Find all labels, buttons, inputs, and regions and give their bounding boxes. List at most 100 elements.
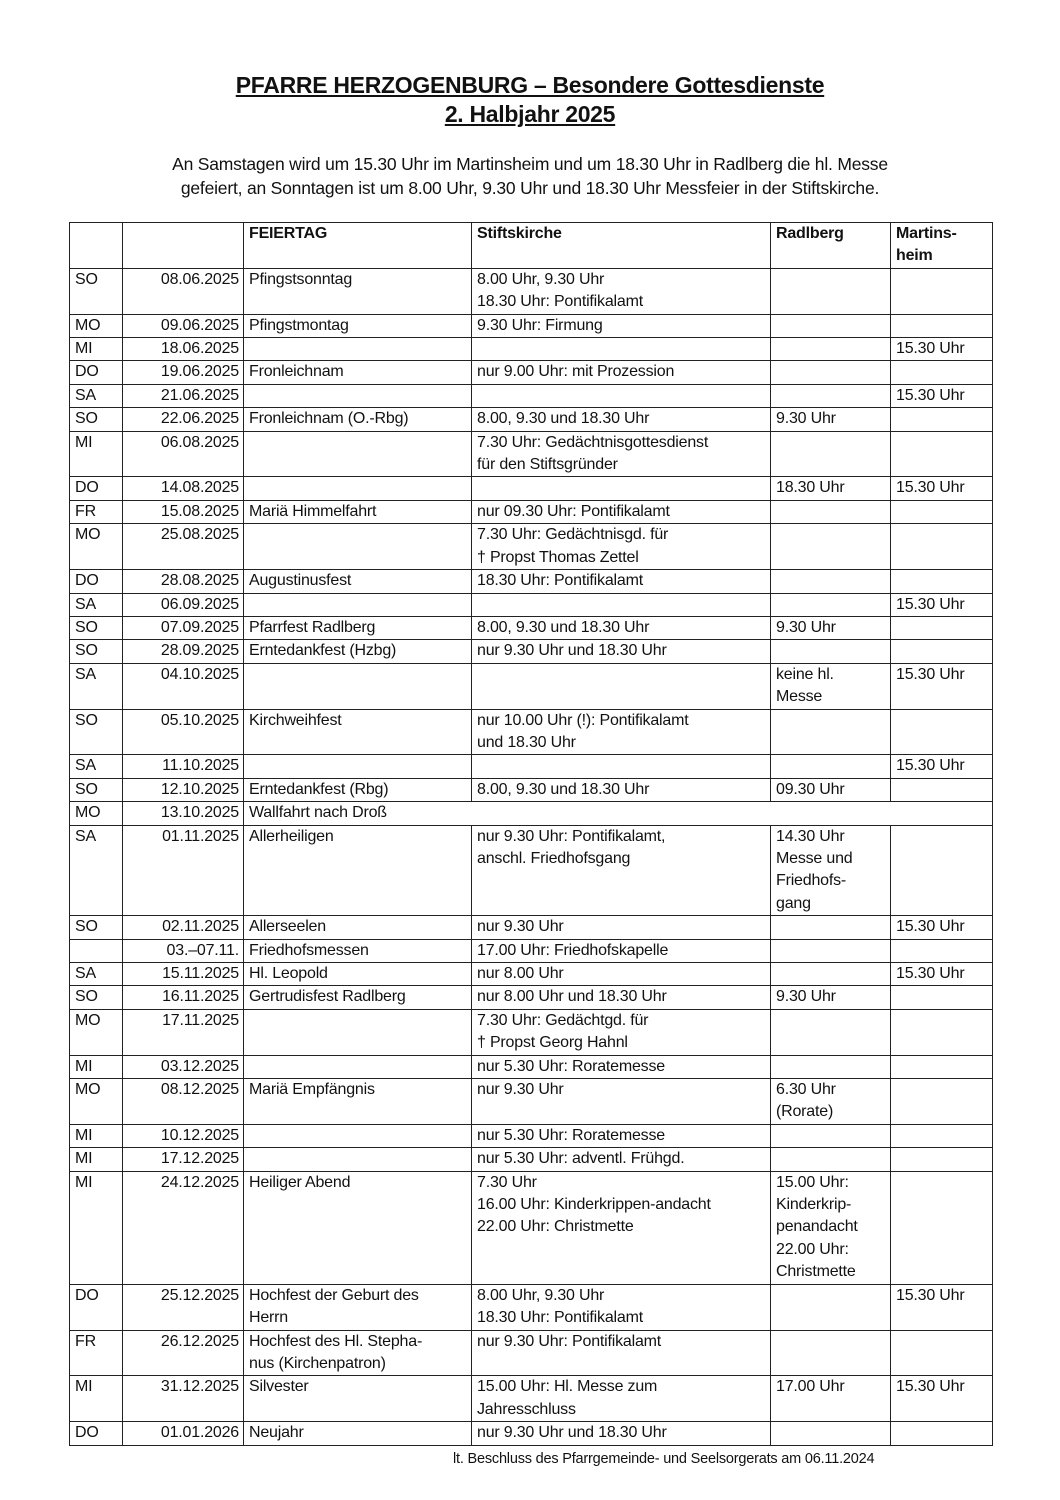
stiftskirche-cell: 15.00 Uhr: Hl. Messe zum Jahresschluss	[471, 1375, 771, 1423]
stiftskirche-cell: nur 09.30 Uhr: Pontifikalamt	[471, 499, 771, 525]
radlberg-cell: 17.00 Uhr	[770, 1375, 891, 1423]
date-cell: 25.08.2025	[122, 523, 244, 571]
stiftskirche-cell: nur 5.30 Uhr: adventl. Frühgd.	[471, 1147, 771, 1172]
martinsheim-cell	[890, 523, 993, 571]
date-cell: 15.08.2025	[122, 499, 244, 525]
feiertag-cell	[243, 592, 472, 617]
date-cell: 09.06.2025	[122, 313, 244, 339]
stiftskirche-cell: nur 9.30 Uhr	[471, 915, 771, 940]
feiertag-cell	[243, 1054, 472, 1080]
table-row: FR 15.08.2025 Mariä Himmelfahrt nur 09.30 U…	[69, 499, 993, 525]
martinsheim-cell	[890, 499, 993, 525]
radlberg-cell	[770, 938, 891, 964]
table-row: SO 02.11.2025 Allerseelen nur 9.30 Uhr 15.30…	[69, 915, 993, 940]
table-row: DO 25.12.2025 Hochfest der Geburt des Herr…	[69, 1283, 993, 1331]
martinsheim-cell	[890, 1008, 993, 1056]
day-cell: MI	[69, 1054, 123, 1080]
table-row: MI 18.06.2025 15.30 Uhr	[69, 337, 993, 362]
martinsheim-cell: 15.30 Uhr	[890, 1375, 993, 1423]
table-row: MI 06.08.2025 7.30 Uhr: Gedächtnisgottesdi…	[69, 430, 993, 478]
stiftskirche-cell: nur 9.30 Uhr: Pontifikalamt, anschl. Fri…	[471, 824, 771, 917]
stiftskirche-cell: 8.00, 9.30 und 18.30 Uhr	[471, 407, 771, 432]
martinsheim-cell	[890, 985, 993, 1010]
table-row: DO 28.08.2025 Augustinusfest 18.30 Uhr: Pon…	[69, 569, 993, 594]
feiertag-cell: Silvester	[243, 1375, 472, 1423]
feiertag-cell: Gertrudisfest Radlberg	[243, 985, 472, 1010]
martinsheim-cell	[890, 569, 993, 594]
date-cell: 16.11.2025	[122, 985, 244, 1010]
day-cell: MI	[69, 1147, 123, 1172]
martinsheim-cell	[890, 708, 993, 756]
radlberg-cell	[770, 1147, 891, 1172]
day-cell: SA	[69, 824, 123, 917]
day-cell: MI	[69, 1170, 123, 1285]
table-row: MO 08.12.2025 Mariä Empfängnis nur 9.30 Uhr…	[69, 1078, 993, 1125]
date-cell: 03.–07.11.	[122, 938, 244, 964]
table-row: MI 17.12.2025 nur 5.30 Uhr: adventl. Frühg…	[69, 1147, 993, 1172]
feiertag-cell: Friedhofsmessen	[243, 938, 472, 964]
martinsheim-cell	[890, 824, 993, 917]
date-cell: 21.06.2025	[122, 383, 244, 409]
stiftskirche-cell: 7.30 Uhr: Gedächtnisgottesdienst für den…	[471, 430, 771, 478]
day-cell: SA	[69, 662, 123, 710]
stiftskirche-cell: 9.30 Uhr: Firmung	[471, 313, 771, 339]
radlberg-cell	[770, 708, 891, 756]
table-row: SO 28.09.2025 Erntedankfest (Hzbg) nur 9.30…	[69, 639, 993, 664]
feiertag-cell	[243, 476, 472, 501]
feiertag-header: FEIERTAG	[243, 222, 472, 269]
stiftskirche-cell	[471, 592, 771, 617]
radlberg-cell	[770, 430, 891, 478]
table-row: MO 09.06.2025 Pfingstmontag 9.30 Uhr: Firmu…	[69, 313, 993, 339]
day-cell: SO	[69, 615, 123, 641]
date-cell: 24.12.2025	[122, 1170, 244, 1285]
content: FEIERTAG Stiftskirche Radlberg Martins- hei…	[69, 222, 993, 1468]
feiertag-cell: Hl. Leopold	[243, 961, 472, 987]
date-cell: 06.08.2025	[122, 430, 244, 478]
table-row: DO 01.01.2026 Neujahr nur 9.30 Uhr und 18.3…	[69, 1421, 993, 1446]
radlberg-cell	[770, 1283, 891, 1331]
date-cell: 06.09.2025	[122, 592, 244, 617]
day-cell: MO	[69, 523, 123, 571]
day-cell: SA	[69, 383, 123, 409]
date-cell: 28.08.2025	[122, 569, 244, 594]
footer-note: lt. Beschluss des Pfarrgemeinde- und See…	[453, 1450, 875, 1467]
martinsheim-cell	[890, 1123, 993, 1149]
radlberg-cell	[770, 961, 891, 987]
martinsheim-cell	[890, 407, 993, 432]
radlberg-cell	[770, 313, 891, 339]
radlberg-cell: 6.30 Uhr (Rorate)	[770, 1078, 891, 1125]
table-row: SO 07.09.2025 Pfarrfest Radlberg 8.00, 9.30…	[69, 615, 993, 641]
table-row: MO 17.11.2025 7.30 Uhr: Gedächtgd. für † P…	[69, 1008, 993, 1056]
radlberg-cell	[770, 1008, 891, 1056]
table-row: SA 21.06.2025 15.30 Uhr	[69, 383, 993, 409]
day-cell: DO	[69, 476, 123, 501]
day-cell: MI	[69, 337, 123, 362]
day-cell: MO	[69, 801, 123, 826]
stiftskirche-cell: nur 8.00 Uhr und 18.30 Uhr	[471, 985, 771, 1010]
stiftskirche-cell: nur 9.30 Uhr und 18.30 Uhr	[471, 1421, 771, 1446]
table-row: MO 25.08.2025 7.30 Uhr: Gedächtnisgd. für …	[69, 523, 993, 571]
feiertag-cell	[243, 430, 472, 478]
date-cell: 01.01.2026	[122, 1421, 244, 1446]
martinsheim-cell	[890, 615, 993, 641]
intro-text: An Samstagen wird um 15.30 Uhr im Martin…	[172, 154, 888, 198]
stiftskirche-cell: 8.00 Uhr, 9.30 Uhr 18.30 Uhr: Pontifikal…	[471, 267, 771, 315]
stiftskirche-cell: nur 8.00 Uhr	[471, 961, 771, 987]
martinsheim-cell: 15.30 Uhr	[890, 476, 993, 501]
date-cell: 11.10.2025	[122, 754, 244, 779]
day-cell: SA	[69, 592, 123, 617]
feiertag-cell: Augustinusfest	[243, 569, 472, 594]
feiertag-cell	[243, 337, 472, 362]
martinsheim-cell: 15.30 Uhr	[890, 383, 993, 409]
feiertag-cell: Wallfahrt nach Droß	[243, 801, 993, 826]
table-row: MI 31.12.2025 Silvester 15.00 Uhr: Hl. Mess…	[69, 1375, 993, 1423]
day-cell: MI	[69, 1375, 123, 1423]
stiftskirche-cell: nur 10.00 Uhr (!): Pontifikalamt und 18.…	[471, 708, 771, 756]
table-row: SA 11.10.2025 15.30 Uhr	[69, 754, 993, 779]
radlberg-cell	[770, 337, 891, 362]
feiertag-cell	[243, 1123, 472, 1149]
table-row: SA 15.11.2025 Hl. Leopold nur 8.00 Uhr 15.30…	[69, 961, 993, 987]
table-row: SO 12.10.2025 Erntedankfest (Rbg) 8.00, 9.3…	[69, 777, 993, 803]
radlberg-cell: 14.30 Uhr Messe und Friedhofs- gang	[770, 824, 891, 917]
day-cell: FR	[69, 1329, 123, 1377]
